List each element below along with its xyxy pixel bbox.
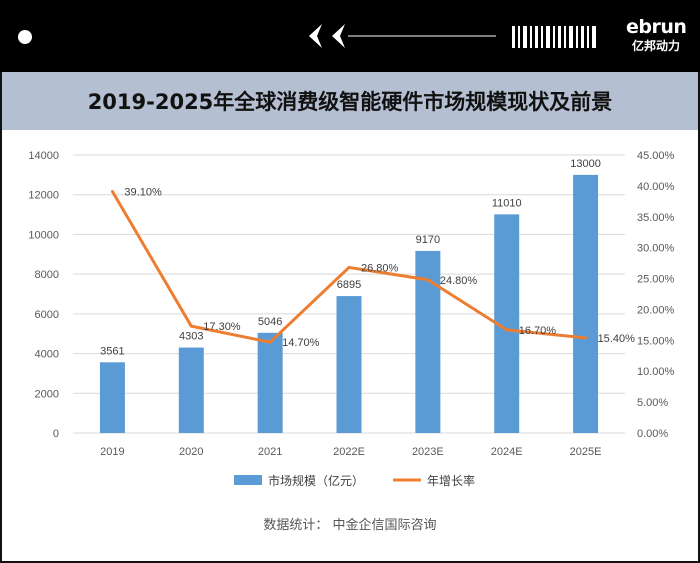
bar-value-label: 6895 [337,279,361,291]
bar [257,332,283,433]
line-point [347,265,351,269]
line-point [426,278,430,282]
left-arrow-icon [332,24,345,48]
line-point [584,336,588,340]
line-value-label: 15.40% [598,333,636,345]
barcode-icon [512,26,596,48]
source-note: 数据统计： 中金企信国际咨询 [263,518,437,533]
legend-bar-label: 市场规模（亿元） [268,473,364,488]
y-left-tick-label: 0 [53,428,59,440]
y-right-tick-label: 35.00% [637,212,675,224]
bar [573,174,599,433]
logo-subtext: 亿邦动力 [631,39,680,53]
bar-value-label: 11010 [492,197,522,209]
header-decoration [309,24,596,48]
x-tick-label: 2025E [570,446,602,458]
line-point [110,189,114,193]
bar [336,296,362,433]
line-value-label: 17.30% [203,321,241,333]
y-left-tick-label: 10000 [28,229,59,241]
chart-title: 2019-2025年全球消费级智能硬件市场规模现状及前景 [87,90,613,114]
y-left-tick-label: 6000 [35,309,59,321]
bar-value-label: 3561 [100,345,124,357]
line-value-label: 26.80% [361,262,399,274]
bar-value-label: 9170 [416,234,440,246]
legend-line-label: 年增长率 [427,473,475,488]
bar [99,362,125,433]
x-tick-label: 2022E [333,446,365,458]
y-right-tick-label: 5.00% [637,397,668,409]
left-arrow-icon [309,24,322,48]
y-right-tick-label: 0.00% [637,428,668,440]
y-left-tick-label: 12000 [28,190,59,202]
header-bar: ebrun 亿邦动力 [0,0,700,72]
y-left-tick-label: 14000 [28,150,59,162]
line-point [189,324,193,328]
y-right-tick-label: 40.00% [637,181,675,193]
y-right-tick-label: 10.00% [637,366,675,378]
line-value-label: 16.70% [519,325,557,337]
y-left-tick-label: 4000 [35,349,59,361]
line-point [505,328,509,332]
dot-icon [18,30,32,44]
x-tick-label: 2020 [179,446,203,458]
x-tick-label: 2023E [412,446,444,458]
bar-value-label: 13000 [570,158,601,170]
bar [178,347,204,433]
y-left-tick-label: 8000 [35,269,59,281]
title-band: 2019-2025年全球消费级智能硬件市场规模现状及前景 [2,72,698,130]
y-right-tick-label: 15.00% [637,335,675,347]
line-value-label: 39.10% [124,186,162,198]
y-right-tick-label: 30.00% [637,243,675,255]
ebrun-logo: ebrun 亿邦动力 [626,16,687,54]
y-left-tick-label: 2000 [35,388,59,400]
logo-text: ebrun [626,16,687,38]
x-tick-label: 2021 [258,446,282,458]
bar-value-label: 4303 [179,331,203,343]
line-value-label: 14.70% [282,337,320,349]
legend-bar-swatch [234,475,262,485]
x-tick-label: 2019 [100,446,124,458]
y-right-tick-label: 20.00% [637,304,675,316]
line-value-label: 24.80% [440,275,478,287]
y-right-tick-label: 25.00% [637,274,675,286]
line-point [268,340,272,344]
x-tick-label: 2024E [491,446,523,458]
bar-value-label: 5046 [258,316,282,328]
y-right-tick-label: 45.00% [637,150,675,162]
